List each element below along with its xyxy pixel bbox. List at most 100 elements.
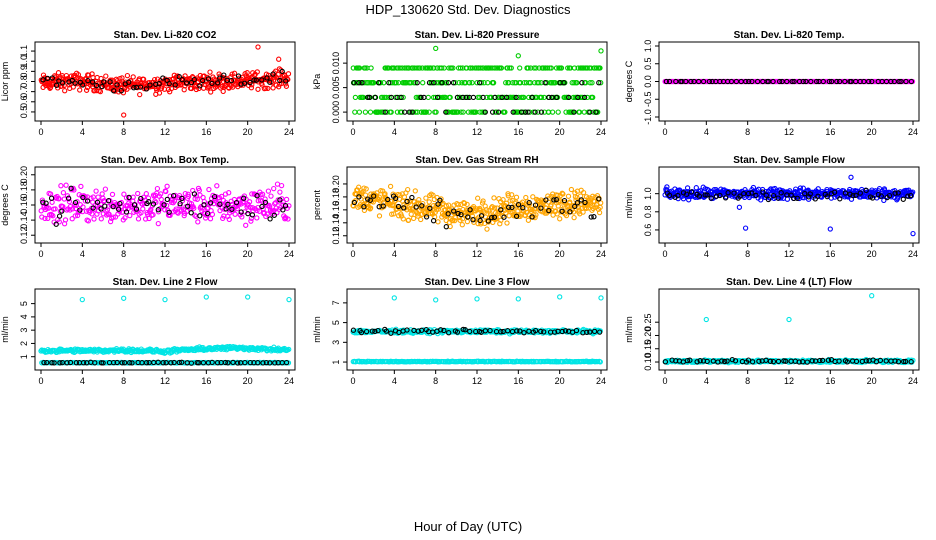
data-point (465, 109, 472, 115)
data-point (91, 216, 97, 222)
data-point (406, 109, 412, 115)
plot-frame (34, 288, 296, 371)
data-point (100, 360, 106, 366)
data-point (114, 82, 120, 88)
data-point (749, 78, 755, 85)
data-point (102, 186, 109, 192)
data-point (375, 327, 381, 334)
data-point (40, 77, 46, 83)
x-tick-label: 20 (867, 376, 877, 386)
data-point (597, 65, 603, 71)
data-point (151, 76, 158, 83)
x-tick-label: 24 (596, 376, 606, 386)
data-point (708, 195, 714, 201)
data-point (260, 360, 266, 366)
data-point (269, 80, 275, 86)
data-point (131, 85, 137, 91)
data-point (405, 217, 412, 223)
data-point (520, 205, 526, 211)
series-0 (350, 183, 604, 232)
data-point (197, 83, 203, 89)
data-point (356, 184, 362, 190)
y-tick-label: 2 (19, 341, 29, 346)
data-point (238, 81, 244, 87)
data-point (561, 197, 568, 204)
data-point (420, 80, 426, 86)
data-point (525, 109, 531, 115)
data-point (209, 80, 215, 87)
data-point (191, 76, 197, 83)
data-point (233, 199, 240, 206)
data-point (226, 190, 232, 196)
data-point (478, 80, 485, 86)
outlier-point (786, 316, 792, 323)
data-point (413, 109, 419, 115)
data-point (696, 193, 703, 199)
x-tick-label: 8 (121, 376, 126, 386)
data-point (491, 195, 497, 201)
y-tick-label: 0.20 (643, 327, 653, 345)
data-point (770, 78, 776, 85)
x-tick-label: 12 (160, 127, 170, 137)
data-point (268, 193, 274, 199)
data-point (265, 85, 271, 92)
data-point (596, 80, 602, 86)
y-tick-label: 0.5 (643, 57, 653, 70)
data-point (259, 77, 265, 83)
data-point (249, 212, 256, 218)
data-point (283, 196, 290, 203)
data-point (710, 358, 716, 364)
x-tick-label: 16 (201, 127, 211, 137)
data-point (191, 191, 198, 197)
data-point (813, 78, 820, 85)
data-point (903, 78, 909, 85)
data-point (595, 109, 601, 115)
data-point (72, 213, 78, 219)
data-point (542, 80, 548, 86)
data-point (597, 359, 603, 365)
data-point (194, 196, 200, 202)
x-tick-label: 20 (243, 249, 253, 259)
data-point (431, 80, 437, 86)
data-point (241, 195, 247, 201)
data-point (791, 195, 797, 202)
data-point (749, 359, 756, 365)
data-point (834, 78, 840, 85)
data-point (167, 212, 173, 219)
data-point (242, 359, 248, 366)
data-point (450, 80, 457, 86)
data-point (195, 219, 201, 225)
data-point (115, 89, 122, 95)
x-tick-label: 16 (201, 249, 211, 259)
data-point (99, 191, 105, 197)
data-point (800, 78, 806, 85)
data-point (280, 207, 286, 213)
data-point (808, 78, 814, 85)
data-point (361, 204, 367, 210)
data-point (77, 87, 83, 93)
data-point (205, 76, 212, 82)
y-tick-label: 0.15 (643, 340, 653, 358)
data-point (158, 191, 164, 197)
data-point (693, 185, 699, 191)
data-point (182, 190, 188, 197)
y-axis-label: ml/min (0, 316, 10, 343)
data-point (425, 94, 431, 101)
y-tick-label: 0.18 (331, 188, 341, 206)
data-point (791, 78, 797, 85)
data-point (176, 195, 182, 201)
x-tick-label: 24 (596, 127, 606, 137)
data-point (891, 78, 897, 85)
data-point (362, 109, 369, 115)
y-tick-label: 0.0 (643, 75, 653, 88)
x-tick-label: 8 (121, 249, 126, 259)
data-point (675, 192, 681, 199)
data-point (111, 88, 117, 94)
data-point (386, 94, 392, 101)
data-point (398, 94, 404, 101)
data-point (193, 86, 199, 93)
data-point (533, 212, 539, 218)
data-point (836, 78, 843, 85)
